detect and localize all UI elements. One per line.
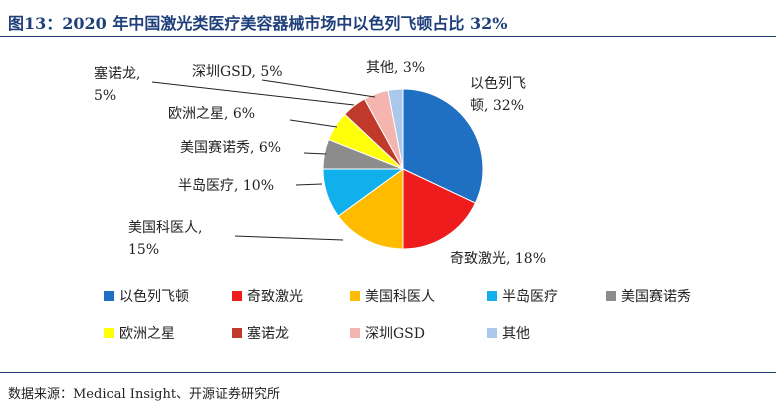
legend-label: 塞诺龙	[247, 325, 289, 342]
data-label: 其他, 3%	[366, 60, 425, 76]
source-divider	[0, 372, 776, 373]
legend-swatch	[487, 328, 497, 338]
leader-line	[151, 81, 355, 106]
legend-label: 奇致激光	[247, 288, 303, 305]
legend-label: 深圳GSD	[365, 326, 425, 342]
leader-line	[295, 183, 323, 186]
data-label: 深圳GSD, 5%	[192, 64, 283, 80]
chart-title: 图13：2020 年中国激光类医疗美容器械市场中以色列飞顿占比 32%	[8, 14, 508, 33]
data-label: 半岛医疗, 10%	[178, 178, 274, 194]
pie-slice	[402, 168, 477, 250]
legend-swatch	[232, 291, 242, 301]
leader-line	[261, 79, 376, 98]
legend-swatch	[104, 328, 114, 338]
leader-line	[234, 235, 344, 241]
legend-swatch	[232, 328, 242, 338]
data-label: 塞诺龙, 5%	[94, 65, 140, 104]
legend-label: 美国赛诺秀	[621, 289, 691, 305]
data-label: 欧洲之星, 6%	[168, 106, 255, 122]
legend-label: 欧洲之星	[119, 326, 175, 342]
pie-slice	[387, 88, 404, 170]
legend-swatch	[350, 328, 360, 338]
source-note: 数据来源：Medical Insight、开源证券研究所	[8, 387, 281, 402]
leader-line	[289, 119, 338, 128]
legend-label: 美国科医人	[365, 289, 435, 305]
legend-swatch	[487, 291, 497, 301]
leader-line	[303, 152, 327, 155]
legend-label: 半岛医疗	[502, 289, 558, 305]
title-divider	[0, 36, 776, 37]
legend-swatch	[104, 291, 114, 301]
legend-label: 其他	[502, 326, 530, 342]
data-label: 美国科医人, 15%	[128, 220, 202, 258]
data-label: 以色列飞顿, 32%	[470, 75, 526, 114]
data-label: 奇致激光, 18%	[450, 250, 546, 267]
data-label: 美国赛诺秀, 6%	[180, 140, 281, 156]
legend-swatch	[350, 291, 360, 301]
pie-slice	[337, 168, 404, 250]
legend-label: 以色列飞顿	[119, 288, 189, 305]
legend-swatch	[606, 291, 616, 301]
pie-slice	[402, 88, 484, 204]
